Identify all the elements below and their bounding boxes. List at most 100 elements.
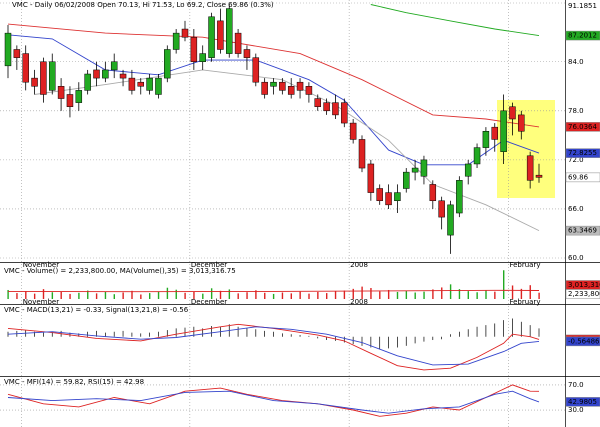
volume-bar bbox=[272, 293, 275, 299]
candle-body bbox=[279, 81, 286, 91]
x-tick-label: February bbox=[509, 298, 540, 306]
volume-bar bbox=[485, 290, 487, 299]
volume-bar bbox=[405, 290, 408, 299]
candle-body bbox=[208, 16, 215, 58]
indicator-line bbox=[370, 4, 540, 37]
macd-title: VMC - MACD(13,21) = -0.33, Signal(13,21,… bbox=[4, 306, 189, 314]
candle-body bbox=[526, 155, 534, 181]
candle-body bbox=[491, 126, 498, 140]
volume-bar bbox=[299, 291, 301, 299]
value-label-box bbox=[565, 30, 600, 41]
candle-body bbox=[199, 53, 206, 63]
y-tick-label: 78.0 bbox=[568, 107, 584, 115]
value-label: 63.3469 bbox=[568, 227, 597, 235]
candle-body bbox=[137, 81, 144, 87]
candle-body bbox=[217, 20, 224, 50]
volume-bar bbox=[432, 289, 434, 299]
volume-bar bbox=[255, 290, 257, 299]
y-tick-label: 30.0 bbox=[568, 406, 584, 414]
candle-body bbox=[349, 122, 357, 140]
candle-body bbox=[314, 98, 321, 107]
volume-bar bbox=[149, 293, 151, 299]
candle-body bbox=[119, 73, 127, 79]
volume-bar bbox=[219, 290, 222, 299]
volume-bar bbox=[281, 292, 284, 299]
value-label-box bbox=[565, 172, 600, 183]
volume-bar bbox=[503, 270, 505, 299]
volume-bar bbox=[122, 292, 124, 299]
candle-body bbox=[66, 94, 74, 107]
candle-body bbox=[394, 192, 401, 202]
volume-bar bbox=[290, 293, 292, 299]
x-tick-label: 2008 bbox=[350, 298, 368, 306]
y-tick-label: 70.0 bbox=[568, 381, 584, 389]
volume-bar bbox=[175, 289, 177, 299]
indicator-line bbox=[7, 326, 540, 366]
volume-bar bbox=[131, 290, 133, 299]
candle-body bbox=[420, 159, 428, 177]
volume-bar bbox=[60, 291, 62, 299]
candle-body bbox=[155, 77, 162, 95]
candle-body bbox=[341, 102, 348, 124]
candle-body bbox=[403, 171, 410, 189]
candle-body bbox=[296, 81, 304, 91]
value-label-box bbox=[565, 225, 600, 236]
x-tick-label: February bbox=[509, 261, 540, 269]
candle-body bbox=[429, 184, 437, 202]
x-tick-label: December bbox=[191, 261, 227, 269]
candle-body bbox=[358, 139, 366, 169]
value-label: 87.2012 bbox=[568, 32, 597, 40]
volume-bar bbox=[494, 291, 496, 299]
candle-body bbox=[40, 61, 47, 95]
volume-bar bbox=[95, 293, 98, 299]
candle-body bbox=[509, 106, 516, 120]
volume-bar bbox=[308, 293, 310, 299]
y-tick-label: 60.0 bbox=[568, 254, 584, 262]
candle-body bbox=[518, 114, 525, 132]
candle-body bbox=[252, 57, 260, 83]
candle-body bbox=[411, 167, 419, 173]
indicator-line bbox=[7, 23, 540, 128]
candle-body bbox=[84, 73, 91, 91]
candle-body bbox=[456, 180, 463, 214]
value-label: 42.9805 bbox=[568, 398, 597, 406]
value-label: 72.8255 bbox=[568, 149, 597, 157]
y-tick-label: 84.0 bbox=[568, 58, 584, 66]
volume-bar bbox=[113, 294, 115, 299]
volume-bar bbox=[184, 292, 186, 299]
candle-body bbox=[270, 81, 277, 87]
candle-body bbox=[181, 28, 189, 38]
candle-body bbox=[535, 174, 543, 178]
volume-bar bbox=[352, 288, 354, 299]
volume-bar bbox=[467, 291, 469, 299]
volume-bar bbox=[157, 291, 160, 299]
candle-body bbox=[226, 8, 233, 54]
candle-body bbox=[172, 32, 180, 50]
y-tick-label: 72.0 bbox=[568, 156, 584, 164]
value-label: 69.86 bbox=[568, 173, 589, 181]
value-label-box bbox=[565, 289, 600, 299]
volume-bar bbox=[396, 291, 399, 299]
y-tick-label: 91.1851 bbox=[568, 2, 597, 10]
candle-body bbox=[367, 163, 375, 193]
candle-body bbox=[128, 77, 136, 91]
value-label: 76.0364 bbox=[568, 123, 597, 131]
candle-body bbox=[4, 32, 12, 67]
indicator-line bbox=[7, 289, 540, 293]
y-tick-label: 66.0 bbox=[568, 205, 584, 213]
candle-body bbox=[13, 49, 21, 58]
x-tick-label: 2008 bbox=[350, 261, 368, 269]
candle-body bbox=[323, 102, 330, 112]
candle-body bbox=[287, 86, 295, 95]
x-tick-label: November bbox=[23, 261, 60, 269]
volume-bar bbox=[87, 290, 89, 299]
volume-bar bbox=[423, 291, 425, 299]
value-label: 3,013,316 bbox=[568, 281, 600, 289]
volume-bar bbox=[51, 292, 54, 299]
candle-body bbox=[75, 90, 83, 103]
volume-bar bbox=[458, 289, 461, 299]
volume-bar bbox=[16, 293, 18, 299]
volume-bar bbox=[193, 291, 195, 299]
volume-bar bbox=[78, 292, 80, 299]
